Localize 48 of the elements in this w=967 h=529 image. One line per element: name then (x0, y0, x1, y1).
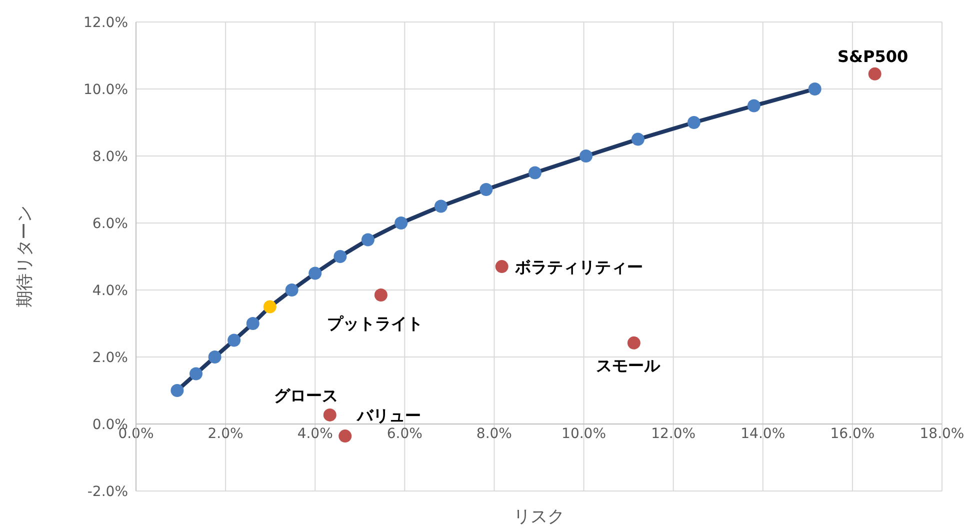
point (580, 150, 593, 162)
annotation: バリュー (356, 406, 422, 426)
point (631, 132, 644, 146)
point (528, 166, 542, 180)
point (246, 317, 260, 330)
y-tick-label: 2.0% (92, 350, 128, 366)
point (808, 82, 822, 96)
annotation: ボラティリティー (514, 258, 643, 277)
x-tick-label: 12.0% (651, 426, 696, 442)
point (434, 200, 448, 213)
annotation: S&P500 (838, 46, 908, 66)
y-tick-label: 6.0% (92, 216, 128, 232)
point (394, 216, 408, 230)
x-tick-label: 18.0% (920, 426, 964, 442)
y-tick-label: -2.0% (87, 484, 128, 500)
point (868, 67, 882, 80)
point (374, 288, 388, 302)
y-axis-title: 期待リターン (15, 206, 35, 308)
point (334, 250, 347, 263)
x-tick-label: 4.0% (297, 426, 333, 442)
x-tick-label: 16.0% (830, 426, 875, 442)
x-tick-label: 6.0% (386, 426, 422, 442)
x-tick-label: 14.0% (740, 426, 786, 442)
y-tick-label: 10.0% (84, 82, 128, 98)
point (285, 284, 298, 296)
annotation: グロース (274, 386, 338, 405)
y-tick-label: 12.0% (84, 15, 128, 31)
point (361, 233, 374, 246)
point (480, 183, 493, 196)
point (747, 99, 760, 112)
point (190, 367, 202, 380)
annotation: スモール (596, 356, 661, 375)
y-tick-label: 4.0% (92, 283, 128, 299)
x-axis-title: リスク (514, 507, 564, 527)
x-tick-label: 8.0% (476, 426, 512, 442)
point (323, 408, 336, 422)
x-tick-label: 10.0% (562, 426, 606, 442)
point (627, 336, 640, 350)
point (208, 350, 222, 364)
y-tick-label: 8.0% (92, 149, 128, 165)
point (338, 430, 352, 443)
annotation: プットライト (326, 314, 423, 334)
point (170, 384, 184, 397)
point (308, 266, 322, 280)
point (495, 260, 508, 274)
x-tick-label: 2.0% (208, 426, 244, 442)
point (687, 116, 700, 129)
point (228, 334, 241, 347)
